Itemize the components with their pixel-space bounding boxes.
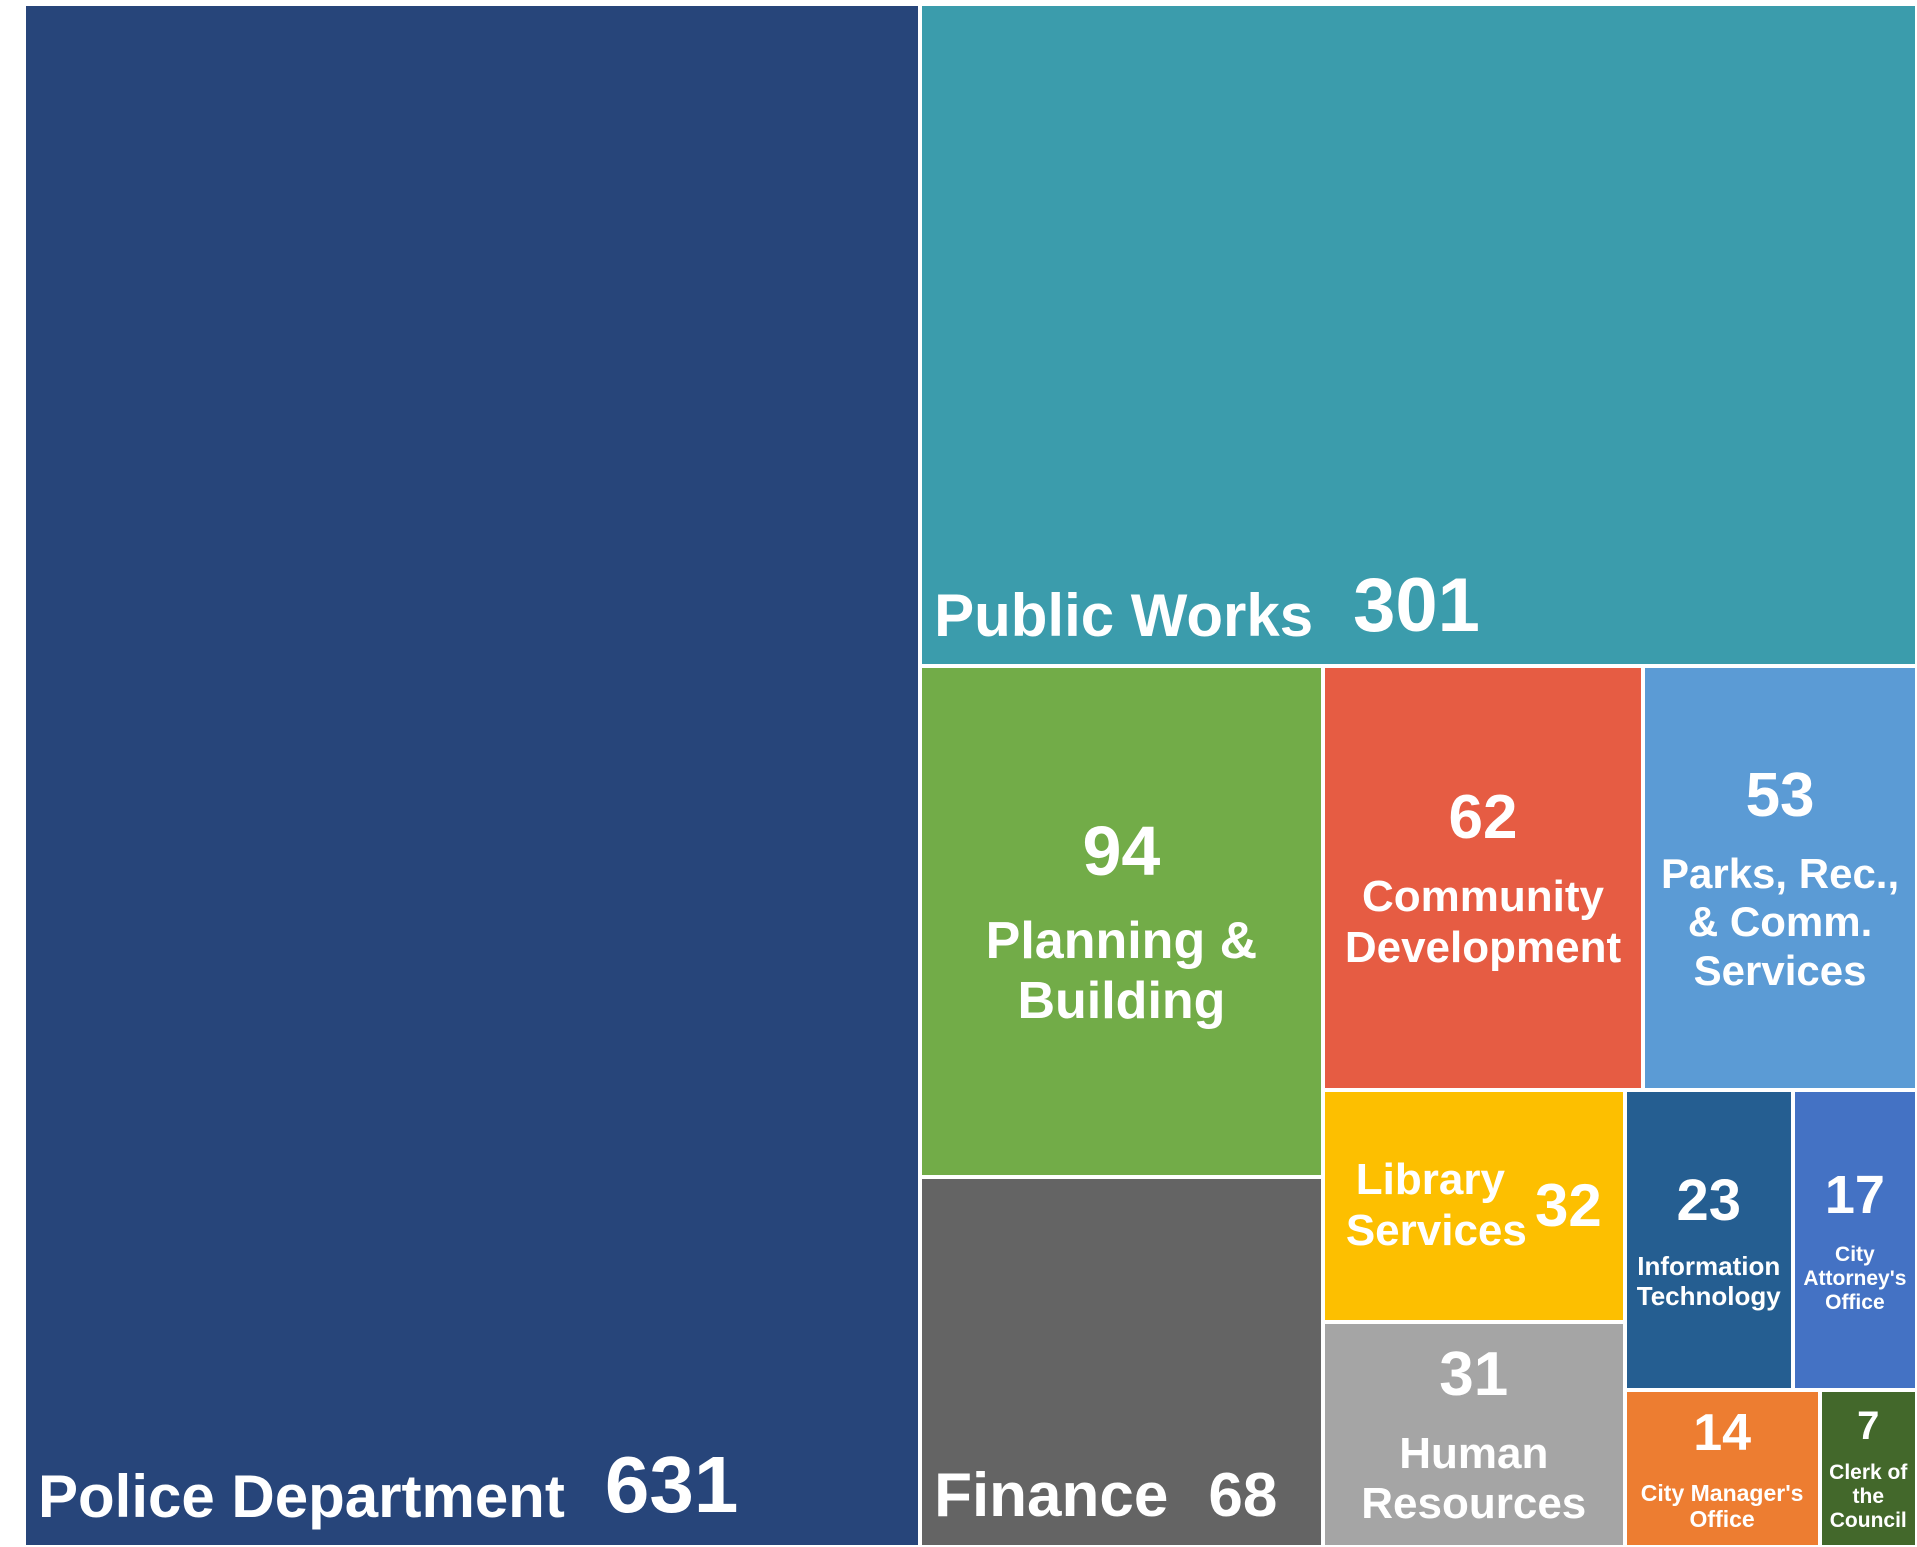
value-label: 631 — [604, 1440, 739, 1529]
cell: 7 Clerk of the Council — [1819, 1389, 1917, 1547]
cell: Police Department 631 — [24, 4, 921, 1547]
category-label: Clerk of the Council — [1829, 1461, 1908, 1533]
category-label: Community Development — [1344, 871, 1622, 972]
value-label: 7 — [1857, 1404, 1880, 1449]
cell: 62 Community Development — [1322, 665, 1644, 1090]
cell: 31 Human Resources — [1322, 1321, 1625, 1547]
cell: Library Services 32 — [1322, 1089, 1625, 1322]
value-label: 23 — [1676, 1167, 1741, 1233]
category-label: Library Services — [1345, 1155, 1527, 1255]
category-label: City Attorney's Office — [1803, 1242, 1907, 1314]
cell: 53 Parks, Rec., & Comm. Services — [1643, 665, 1917, 1090]
category-label: Parks, Rec., & Comm. Services — [1660, 850, 1900, 994]
value-label: 62 — [1448, 783, 1518, 853]
value-label: 31 — [1439, 1339, 1509, 1409]
cell: Public Works 301 — [920, 4, 1917, 666]
value-label: 32 — [1534, 1172, 1602, 1240]
cell: 17 City Attorney's Office — [1792, 1089, 1917, 1390]
value-label: 68 — [1208, 1460, 1278, 1530]
category-label: Human Resources — [1361, 1428, 1587, 1529]
category-label: Finance — [934, 1460, 1169, 1530]
value-label: 14 — [1693, 1404, 1752, 1463]
cell: 94 Planning & Building — [920, 665, 1323, 1178]
category-label: Information Technology — [1636, 1250, 1781, 1311]
category-label: City Manager's Office — [1640, 1479, 1804, 1532]
cell: 14 City Manager's Office — [1624, 1389, 1820, 1547]
category-label: Public Works — [934, 581, 1314, 649]
value-label: 17 — [1824, 1165, 1885, 1226]
cell: Finance 68 — [920, 1177, 1323, 1547]
category-label: Police Department — [38, 1463, 565, 1530]
value-label: 301 — [1353, 563, 1480, 649]
value-label: 94 — [1082, 811, 1161, 890]
category-label: Planning & Building — [985, 912, 1258, 1031]
value-label: 53 — [1745, 761, 1815, 831]
cell: 23 Information Technology — [1624, 1089, 1793, 1390]
